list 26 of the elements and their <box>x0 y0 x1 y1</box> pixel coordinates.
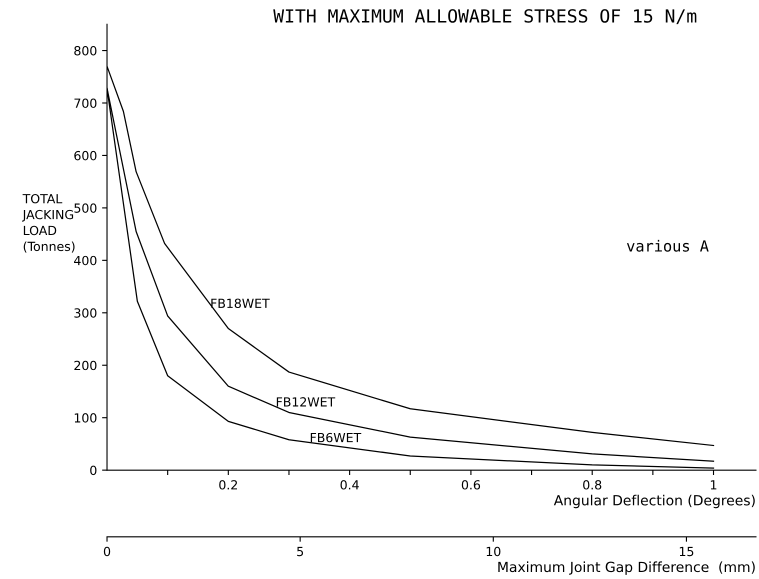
x-axis-title: Angular Deflection (Degrees) <box>554 494 755 508</box>
annotation: FB12WET <box>276 397 336 406</box>
y-tick-label: 700 <box>74 98 96 108</box>
x-tick-label: 0.4 <box>340 480 359 490</box>
x2-tick-label: 15 <box>680 546 694 556</box>
x2-tick-label: 5 <box>297 546 304 556</box>
y-tick-label: 200 <box>74 360 96 370</box>
y-tick-label: 300 <box>74 308 96 318</box>
x-tick-label: 0.6 <box>462 480 480 490</box>
annotation: FB6WET <box>310 432 362 442</box>
chart-title: WITH MAXIMUM ALLOWABLE STRESS OF 15 N/m <box>273 9 696 24</box>
y-tick-label: 400 <box>74 256 96 266</box>
y-tick-label: 0 <box>90 466 96 476</box>
y-tick-label: 500 <box>74 203 96 213</box>
y-axis-title: TOTAL JACKING LOAD (Tonnes) <box>22 194 75 253</box>
x-tick-label: 0.8 <box>583 480 602 490</box>
x2-tick-label: 10 <box>486 546 500 556</box>
x-tick-label: 1 <box>710 480 716 490</box>
y-tick-label: 100 <box>74 413 96 423</box>
x2-tick-label: 0 <box>104 546 110 556</box>
x2-axis-title: Maximum Joint Gap Difference (mm) <box>498 561 755 575</box>
y-tick-label: 600 <box>74 150 96 160</box>
annotation: various A <box>626 240 709 252</box>
x-tick-label: 0.2 <box>219 480 238 490</box>
annotation: FB18WET <box>211 298 270 308</box>
y-tick-label: 800 <box>74 46 96 56</box>
